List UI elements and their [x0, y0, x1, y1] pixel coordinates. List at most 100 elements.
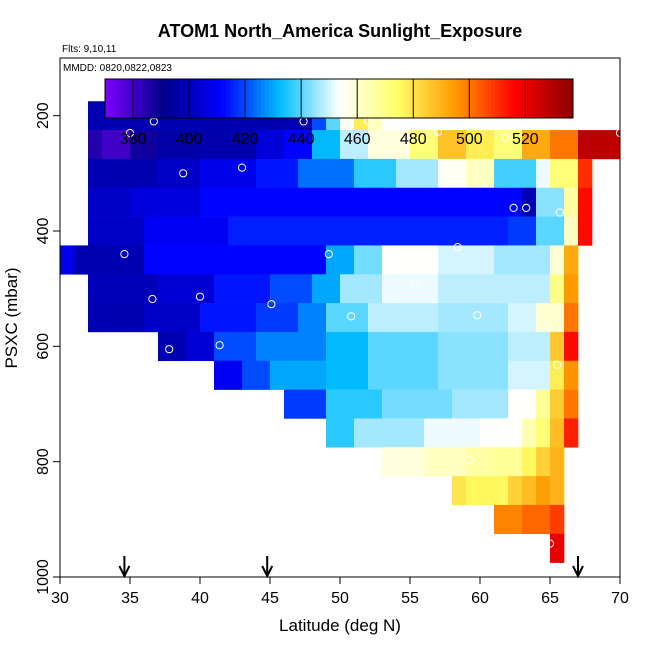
heatmap-cell [186, 274, 201, 304]
heatmap-cell [130, 274, 145, 304]
heatmap-cell [452, 331, 467, 362]
colorbar-swatch [565, 79, 570, 118]
heatmap-cell [396, 158, 411, 189]
heatmap-cell [144, 245, 159, 275]
heatmap-cell [522, 447, 537, 477]
colorbar-swatch [448, 79, 453, 118]
colorbar-swatch [498, 79, 504, 118]
heatmap-cell [298, 303, 313, 333]
heatmap-cell [102, 245, 117, 275]
colorbar-swatch [183, 79, 188, 118]
heatmap-cell [298, 389, 313, 419]
colorbar-swatch [198, 79, 203, 118]
heatmap-cell [368, 331, 383, 362]
heatmap-cell [382, 245, 397, 275]
heatmap-cell [410, 187, 425, 217]
x-tick-label: 55 [401, 590, 419, 607]
colorbar-swatch [155, 79, 160, 118]
colorbar-swatch [366, 79, 371, 118]
x-axis: 30 35 40 45 50 55 60 65 70 [51, 576, 629, 607]
colorbar-swatch [253, 79, 258, 118]
colorbar-swatch [214, 79, 219, 118]
heatmap-cell [508, 187, 523, 217]
heatmap-cell [494, 130, 509, 160]
x-tick-label: 35 [121, 590, 139, 607]
heatmap-cell [354, 245, 369, 275]
colorbar-swatch [534, 79, 539, 118]
sample-point [179, 169, 188, 178]
heatmap-cell [522, 360, 537, 390]
colorbar-swatch [346, 79, 352, 118]
heatmap-cell [438, 274, 453, 304]
heatmap-cell [480, 389, 495, 419]
heatmap-cell [214, 158, 229, 189]
heatmap-cell [564, 303, 579, 333]
sample-point [464, 455, 473, 464]
heatmap-cell [354, 360, 369, 390]
heatmap-cell [438, 158, 453, 189]
colorbar-swatch [405, 79, 410, 118]
x-tick-label: 50 [331, 590, 349, 607]
heatmap-cell [130, 303, 145, 333]
heatmap-cell [368, 360, 383, 390]
heatmap-cell [242, 187, 257, 217]
heatmap-cell [298, 158, 313, 189]
sample-point [347, 312, 356, 321]
colorbar-swatch [280, 79, 285, 118]
heatmap-cell [466, 360, 481, 390]
heatmap-cell [536, 360, 551, 390]
colorbar-swatch [495, 79, 500, 118]
heatmap-cell [340, 130, 355, 160]
colorbar-swatch [218, 79, 223, 118]
sample-point [552, 360, 562, 369]
heatmap-cell [340, 274, 355, 304]
y-axis: 200 400 600 800 1000 [35, 102, 61, 595]
heatmap-cell [550, 418, 565, 448]
latitude-arrow [261, 556, 274, 579]
heatmap-cell [228, 158, 243, 189]
colorbar-swatch [167, 79, 172, 118]
x-tick-label: 70 [611, 590, 629, 607]
colorbar-swatch [471, 79, 476, 118]
heatmap-cell [410, 331, 425, 362]
heatmap-cell [396, 274, 411, 304]
sample-point [195, 292, 205, 301]
colorbar-swatch [522, 79, 527, 118]
arrow-head [261, 565, 274, 579]
heatmap-cell [424, 158, 439, 189]
heatmap-cell [214, 303, 229, 333]
heatmap-cell [564, 274, 579, 304]
heatmap-cell [284, 389, 299, 419]
heatmap-cell [578, 187, 593, 217]
heatmap-cell [298, 216, 313, 246]
heatmap-cell [438, 389, 453, 419]
colorbar-swatch [459, 79, 465, 118]
heatmap-cell [382, 447, 397, 477]
heatmap-cell [550, 245, 565, 275]
heatmap-cell [144, 216, 159, 246]
heatmap-cell [382, 216, 397, 246]
heatmap-cell [354, 418, 369, 448]
heatmap-cell [102, 303, 117, 333]
heatmap-cell [494, 187, 509, 217]
heatmap-cell [158, 158, 173, 189]
heatmap-cell [130, 245, 145, 275]
colorbar-swatch [292, 79, 297, 118]
heatmap-cell [340, 418, 355, 448]
heatmap-cell [550, 274, 565, 304]
heatmap-cell [564, 216, 579, 246]
heatmap-cell [88, 245, 103, 275]
heatmap-cell [88, 303, 103, 333]
heatmap-cell [256, 187, 271, 217]
colorbar-swatch [393, 79, 398, 118]
heatmap-cell [186, 303, 201, 333]
heatmap-cell [242, 274, 257, 304]
heatmap-cell [214, 274, 229, 304]
heatmap-cell [340, 360, 355, 390]
sample-point [433, 127, 443, 136]
heatmap-cell [410, 158, 425, 189]
y-tick-label: 800 [35, 448, 52, 475]
colorbar-swatch [335, 79, 340, 118]
heatmap-cell [494, 303, 509, 333]
y-tick-label: 400 [35, 218, 52, 245]
